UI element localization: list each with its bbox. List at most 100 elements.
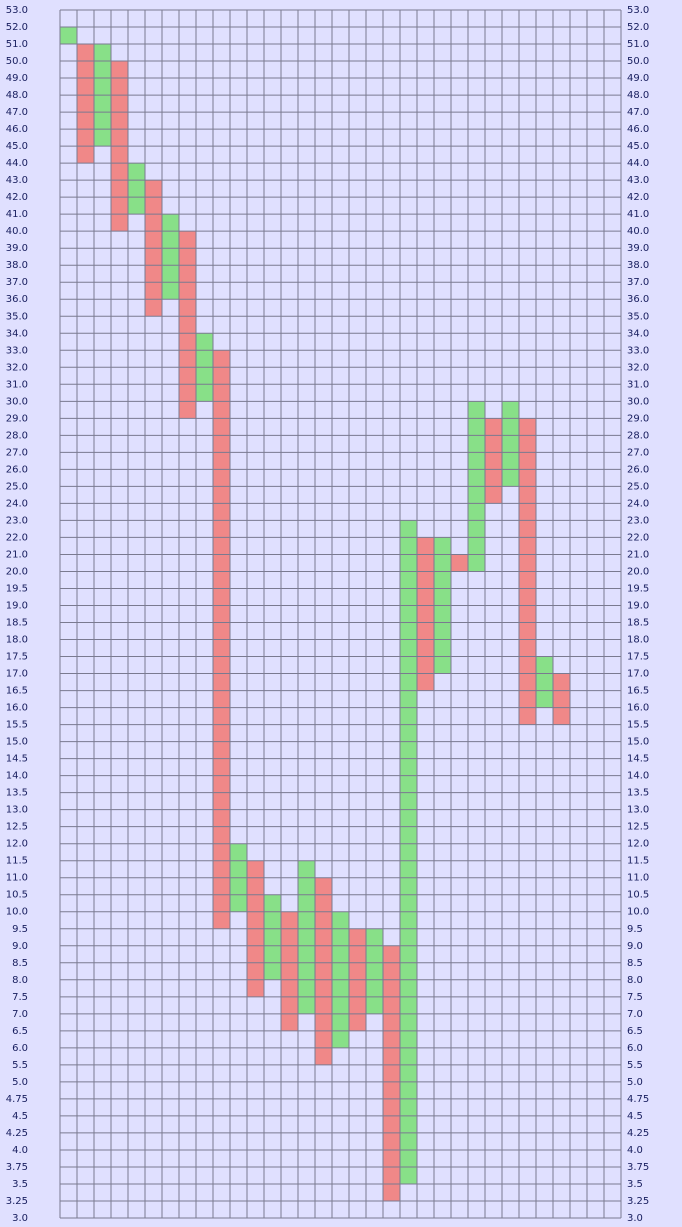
y-tick-label: 50.0: [6, 56, 28, 67]
y-tick-label-right: 50.0: [627, 56, 649, 67]
y-tick-label: 24.0: [6, 498, 28, 509]
y-tick-label-right: 38.0: [627, 260, 649, 271]
y-tick-label-right: 3.75: [627, 1162, 649, 1173]
y-tick-label-right: 6.5: [627, 1026, 643, 1037]
y-tick-label: 48.0: [6, 90, 28, 101]
column-box: [553, 673, 570, 725]
y-tick-label: 3.5: [12, 1179, 28, 1190]
y-tick-label-right: 3.0: [627, 1213, 643, 1224]
y-tick-label: 28.0: [6, 430, 28, 441]
y-tick-label-right: 15.5: [627, 720, 649, 731]
y-tick-label: 5.5: [12, 1060, 28, 1071]
y-tick-label: 43.0: [6, 175, 28, 186]
y-tick-label: 14.0: [6, 771, 28, 782]
y-tick-label-right: 11.5: [627, 856, 649, 867]
y-tick-label-right: 24.0: [627, 498, 649, 509]
y-tick-label: 3.0: [12, 1213, 28, 1224]
y-tick-label: 30.0: [6, 396, 28, 407]
y-tick-label-right: 42.0: [627, 192, 649, 203]
y-tick-label-right: 21.0: [627, 549, 649, 560]
y-tick-label: 6.0: [12, 1043, 28, 1054]
y-tick-label: 35.0: [6, 311, 28, 322]
y-tick-label-right: 14.0: [627, 771, 649, 782]
y-tick-label-right: 11.0: [627, 873, 649, 884]
y-tick-label-right: 8.0: [627, 975, 643, 986]
y-tick-label-right: 33.0: [627, 345, 649, 356]
y-tick-label-right: 23.0: [627, 515, 649, 526]
y-tick-label: 14.5: [6, 754, 28, 765]
y-tick-label: 10.0: [6, 907, 28, 918]
y-tick-label: 8.0: [12, 975, 28, 986]
y-tick-label: 16.0: [6, 703, 28, 714]
y-tick-label: 15.0: [6, 737, 28, 748]
y-tick-label-right: 10.0: [627, 907, 649, 918]
y-tick-label: 3.75: [6, 1162, 28, 1173]
y-tick-label-right: 3.5: [627, 1179, 643, 1190]
y-tick-label: 13.0: [6, 805, 28, 816]
column-box: [298, 860, 315, 1014]
column-box: [417, 537, 434, 691]
y-tick-label-right: 19.5: [627, 583, 649, 594]
y-tick-label-right: 26.0: [627, 464, 649, 475]
column-box: [179, 231, 196, 419]
y-tick-label-right: 43.0: [627, 175, 649, 186]
y-tick-label-right: 12.0: [627, 839, 649, 850]
y-tick-label-right: 4.75: [627, 1094, 649, 1105]
y-tick-label: 18.5: [6, 618, 28, 629]
y-tick-label-right: 17.0: [627, 669, 649, 680]
y-tick-label: 6.5: [12, 1026, 28, 1037]
y-tick-label-right: 31.0: [627, 379, 649, 390]
y-tick-label: 18.0: [6, 635, 28, 646]
y-tick-label-right: 17.5: [627, 652, 649, 663]
y-tick-label-right: 27.0: [627, 447, 649, 458]
y-tick-label-right: 12.5: [627, 822, 649, 833]
y-tick-label: 33.0: [6, 345, 28, 356]
y-tick-label-right: 13.0: [627, 805, 649, 816]
y-tick-label: 20.0: [6, 566, 28, 577]
column-box: [502, 401, 519, 487]
y-tick-label-right: 51.0: [627, 39, 649, 50]
y-tick-label-right: 45.0: [627, 141, 649, 152]
y-tick-label-right: 34.0: [627, 328, 649, 339]
y-tick-label-right: 37.0: [627, 277, 649, 288]
y-tick-label: 41.0: [6, 209, 28, 220]
y-tick-label-right: 6.0: [627, 1043, 643, 1054]
y-tick-label-right: 15.0: [627, 737, 649, 748]
y-tick-label-right: 4.0: [627, 1145, 643, 1156]
column-box: [162, 214, 179, 300]
y-tick-label: 4.75: [6, 1094, 28, 1105]
y-tick-label: 16.5: [6, 686, 28, 697]
y-tick-label: 36.0: [6, 294, 28, 305]
y-tick-label: 12.0: [6, 839, 28, 850]
y-tick-label-right: 7.0: [627, 1009, 643, 1020]
y-tick-label-right: 25.0: [627, 481, 649, 492]
y-tick-label-right: 18.5: [627, 618, 649, 629]
column-box: [485, 418, 502, 504]
y-tick-label-right: 36.0: [627, 294, 649, 305]
y-tick-label: 42.0: [6, 192, 28, 203]
y-tick-label-right: 53.0: [627, 5, 649, 16]
y-tick-label: 4.25: [6, 1128, 28, 1139]
y-tick-label: 27.0: [6, 447, 28, 458]
y-tick-label: 19.5: [6, 583, 28, 594]
y-tick-label: 45.0: [6, 141, 28, 152]
column-box: [315, 877, 332, 1065]
y-tick-label: 15.5: [6, 720, 28, 731]
y-tick-label: 52.0: [6, 22, 28, 33]
y-tick-label: 51.0: [6, 39, 28, 50]
y-tick-label-right: 46.0: [627, 124, 649, 135]
y-tick-label-right: 8.5: [627, 958, 643, 969]
column-box: [60, 27, 77, 45]
y-tick-label: 17.5: [6, 652, 28, 663]
y-tick-label-right: 13.5: [627, 788, 649, 799]
y-tick-label: 10.5: [6, 890, 28, 901]
y-tick-label: 25.0: [6, 481, 28, 492]
y-tick-label-right: 32.0: [627, 362, 649, 373]
y-tick-label: 7.0: [12, 1009, 28, 1020]
column-box: [77, 44, 94, 164]
y-tick-label-right: 5.5: [627, 1060, 643, 1071]
y-tick-label: 17.0: [6, 669, 28, 680]
y-tick-label: 8.5: [12, 958, 28, 969]
column-box: [400, 520, 417, 1184]
y-tick-label: 38.0: [6, 260, 28, 271]
